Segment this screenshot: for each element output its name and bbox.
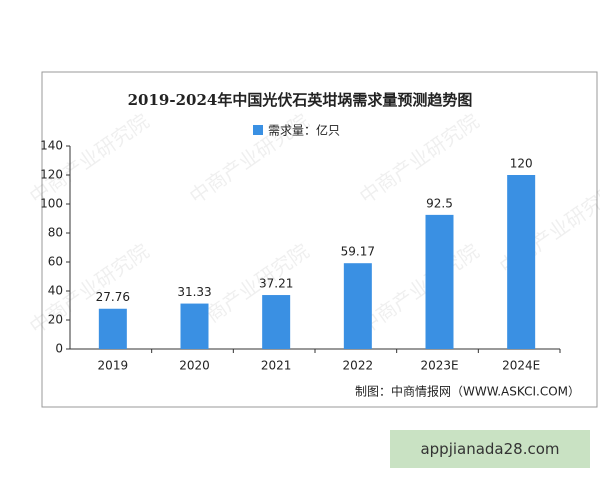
y-tick-label: 0 xyxy=(55,342,63,356)
source-note: 制图：中商情报网（WWW.ASKCI.COM） xyxy=(355,384,580,399)
chart: 2019-2024年中国光伏石英坩埚需求量预测趋势图 制图：中商情报网（WWW.… xyxy=(25,71,600,408)
value-label: 31.33 xyxy=(177,285,211,299)
y-tick-label: 140 xyxy=(40,139,63,153)
value-label: 37.21 xyxy=(259,277,293,291)
y-tick-label: 20 xyxy=(48,313,63,327)
bar xyxy=(425,214,454,349)
chart-title: 2019-2024年中国光伏石英坩埚需求量预测趋势图 xyxy=(128,91,473,109)
value-label: 92.5 xyxy=(426,196,453,210)
bar xyxy=(507,175,536,349)
bar xyxy=(98,308,127,349)
banner[interactable]: appjianada28.com xyxy=(390,430,590,468)
value-label: 120 xyxy=(510,157,533,171)
bar xyxy=(343,263,372,349)
y-tick-label: 80 xyxy=(48,226,63,240)
chart-frame xyxy=(41,71,598,408)
legend-swatch xyxy=(253,125,263,135)
x-tick-label: 2022 xyxy=(343,359,374,373)
x-tick-label: 2024E xyxy=(502,359,540,373)
bar xyxy=(262,295,291,349)
value-label: 59.17 xyxy=(341,245,375,259)
x-tick-label: 2021 xyxy=(261,359,292,373)
bar xyxy=(180,303,209,349)
y-tick-label: 100 xyxy=(40,197,63,211)
x-tick-label: 2019 xyxy=(98,359,129,373)
value-label: 27.76 xyxy=(96,290,130,304)
x-tick-label: 2020 xyxy=(179,359,210,373)
legend-label: 需求量：亿只 xyxy=(268,123,340,138)
y-tick-label: 120 xyxy=(40,168,63,182)
y-tick-label: 40 xyxy=(48,284,63,298)
x-tick-label: 2023E xyxy=(420,359,458,373)
y-tick-label: 60 xyxy=(48,255,63,269)
